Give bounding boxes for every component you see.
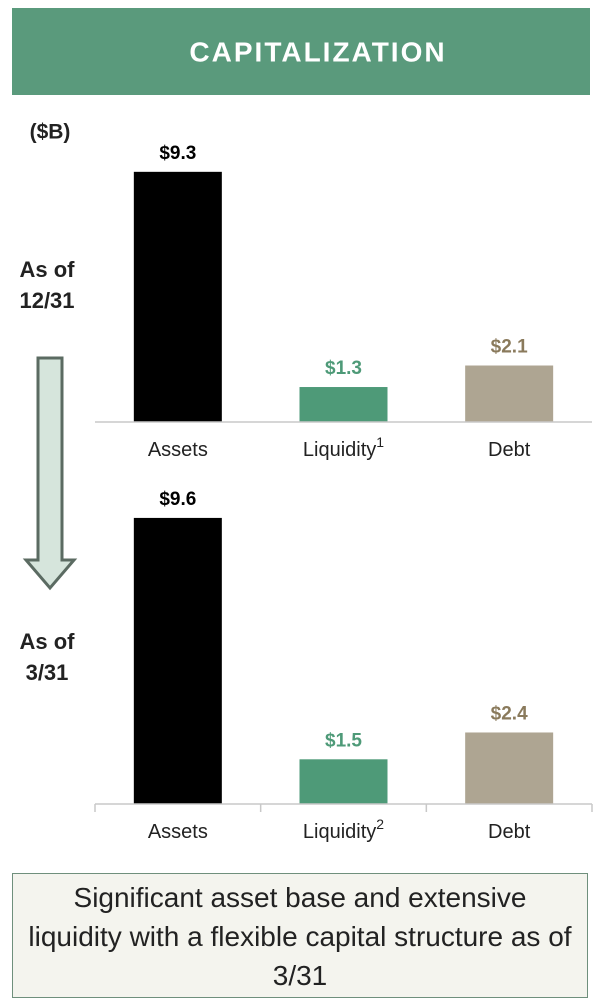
x-tick-label: Assets bbox=[148, 821, 208, 843]
category-name: Assets bbox=[148, 821, 208, 843]
bar bbox=[133, 171, 222, 422]
category-name: Liquidity bbox=[303, 439, 376, 461]
x-tick-label: Liquidity2 bbox=[303, 816, 384, 844]
footer-text: Significant asset base and extensive liq… bbox=[12, 873, 588, 998]
chart-title: As of 3/31 bbox=[19, 629, 75, 685]
value-label: $2.1 bbox=[491, 337, 528, 358]
value-label: $1.3 bbox=[325, 358, 362, 379]
value-label: $1.5 bbox=[325, 730, 362, 751]
value-label: $2.4 bbox=[491, 703, 528, 724]
unit-label: ($B) bbox=[30, 121, 71, 144]
category-name: Liquidity bbox=[303, 821, 376, 843]
header-title: CAPITALIZATION bbox=[189, 36, 446, 67]
category-name: Debt bbox=[488, 439, 531, 461]
footnote-marker: 2 bbox=[376, 816, 384, 832]
x-tick-label: Debt bbox=[488, 439, 531, 461]
bar bbox=[133, 517, 222, 804]
x-tick-label: Liquidity1 bbox=[303, 434, 384, 462]
x-tick-label: Debt bbox=[488, 821, 531, 843]
value-label: $9.3 bbox=[159, 143, 196, 164]
category-name: Debt bbox=[488, 821, 531, 843]
x-tick-label: Assets bbox=[148, 439, 208, 461]
header-band bbox=[12, 8, 590, 95]
footnote-marker: 1 bbox=[376, 434, 384, 450]
bar bbox=[299, 759, 388, 804]
category-name: Assets bbox=[148, 439, 208, 461]
arrow bbox=[22, 356, 78, 591]
bar bbox=[299, 387, 388, 422]
value-label: $9.6 bbox=[159, 489, 196, 510]
chart-title: As of 12/31 bbox=[19, 257, 75, 313]
bar bbox=[465, 365, 554, 422]
bar bbox=[465, 732, 554, 804]
